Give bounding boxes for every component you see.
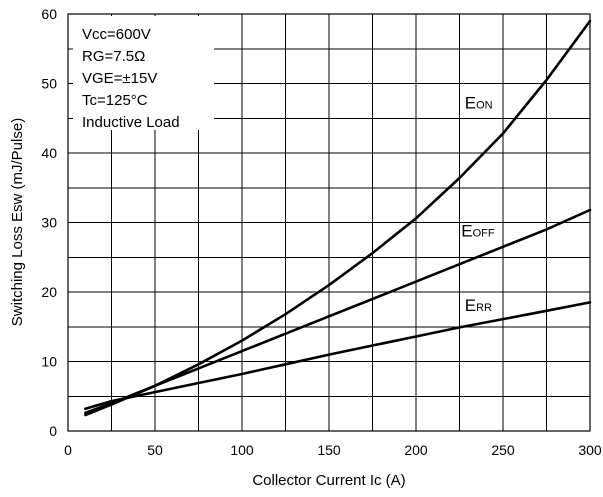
x-tick-label: 300 bbox=[578, 442, 602, 458]
y-tick-label: 40 bbox=[41, 145, 57, 161]
y-tick-label: 50 bbox=[41, 76, 57, 92]
series-labels: EON EOFF ERR bbox=[461, 94, 495, 315]
condition-line: VGE=±15V bbox=[82, 70, 157, 87]
conditions-list: Vcc=600V RG=7.5Ω VGE=±15V Tc=125°C Inductive… bbox=[82, 26, 180, 131]
series-label-eoff: EOFF bbox=[461, 221, 495, 240]
x-tick-label: 0 bbox=[64, 442, 72, 458]
condition-line: Vcc=600V bbox=[82, 26, 151, 43]
series-lines bbox=[84, 19, 592, 417]
x-tick-label: 50 bbox=[147, 442, 163, 458]
x-tick-label: 100 bbox=[230, 442, 254, 458]
y-tick-label: 10 bbox=[41, 354, 57, 370]
series-label-eon: EON bbox=[465, 94, 493, 113]
x-axis-title: Collector Current Ic (A) bbox=[252, 472, 405, 489]
y-tick-labels: 0 10 20 30 40 50 60 bbox=[41, 6, 57, 439]
y-tick-label: 60 bbox=[41, 6, 57, 22]
plot-frame bbox=[67, 13, 591, 432]
condition-line: RG=7.5Ω bbox=[82, 48, 145, 65]
x-tick-label: 250 bbox=[491, 442, 515, 458]
y-tick-label: 30 bbox=[41, 215, 57, 231]
y-tick-label: 20 bbox=[41, 284, 57, 300]
series-line-eoff bbox=[84, 208, 592, 415]
condition-line: Inductive Load bbox=[82, 114, 180, 131]
series-line-err bbox=[84, 301, 592, 411]
y-axis-title: Switching Loss Esw (mJ/Pulse) bbox=[9, 118, 26, 326]
x-tick-labels: 0 50 100 150 200 250 300 bbox=[64, 442, 602, 458]
conditions-box bbox=[73, 16, 214, 130]
series-label-err: ERR bbox=[465, 296, 492, 315]
y-tick-label: 0 bbox=[49, 423, 57, 439]
x-tick-label: 150 bbox=[317, 442, 341, 458]
grid bbox=[68, 14, 590, 431]
condition-line: Tc=125°C bbox=[82, 92, 148, 109]
x-tick-label: 200 bbox=[404, 442, 428, 458]
